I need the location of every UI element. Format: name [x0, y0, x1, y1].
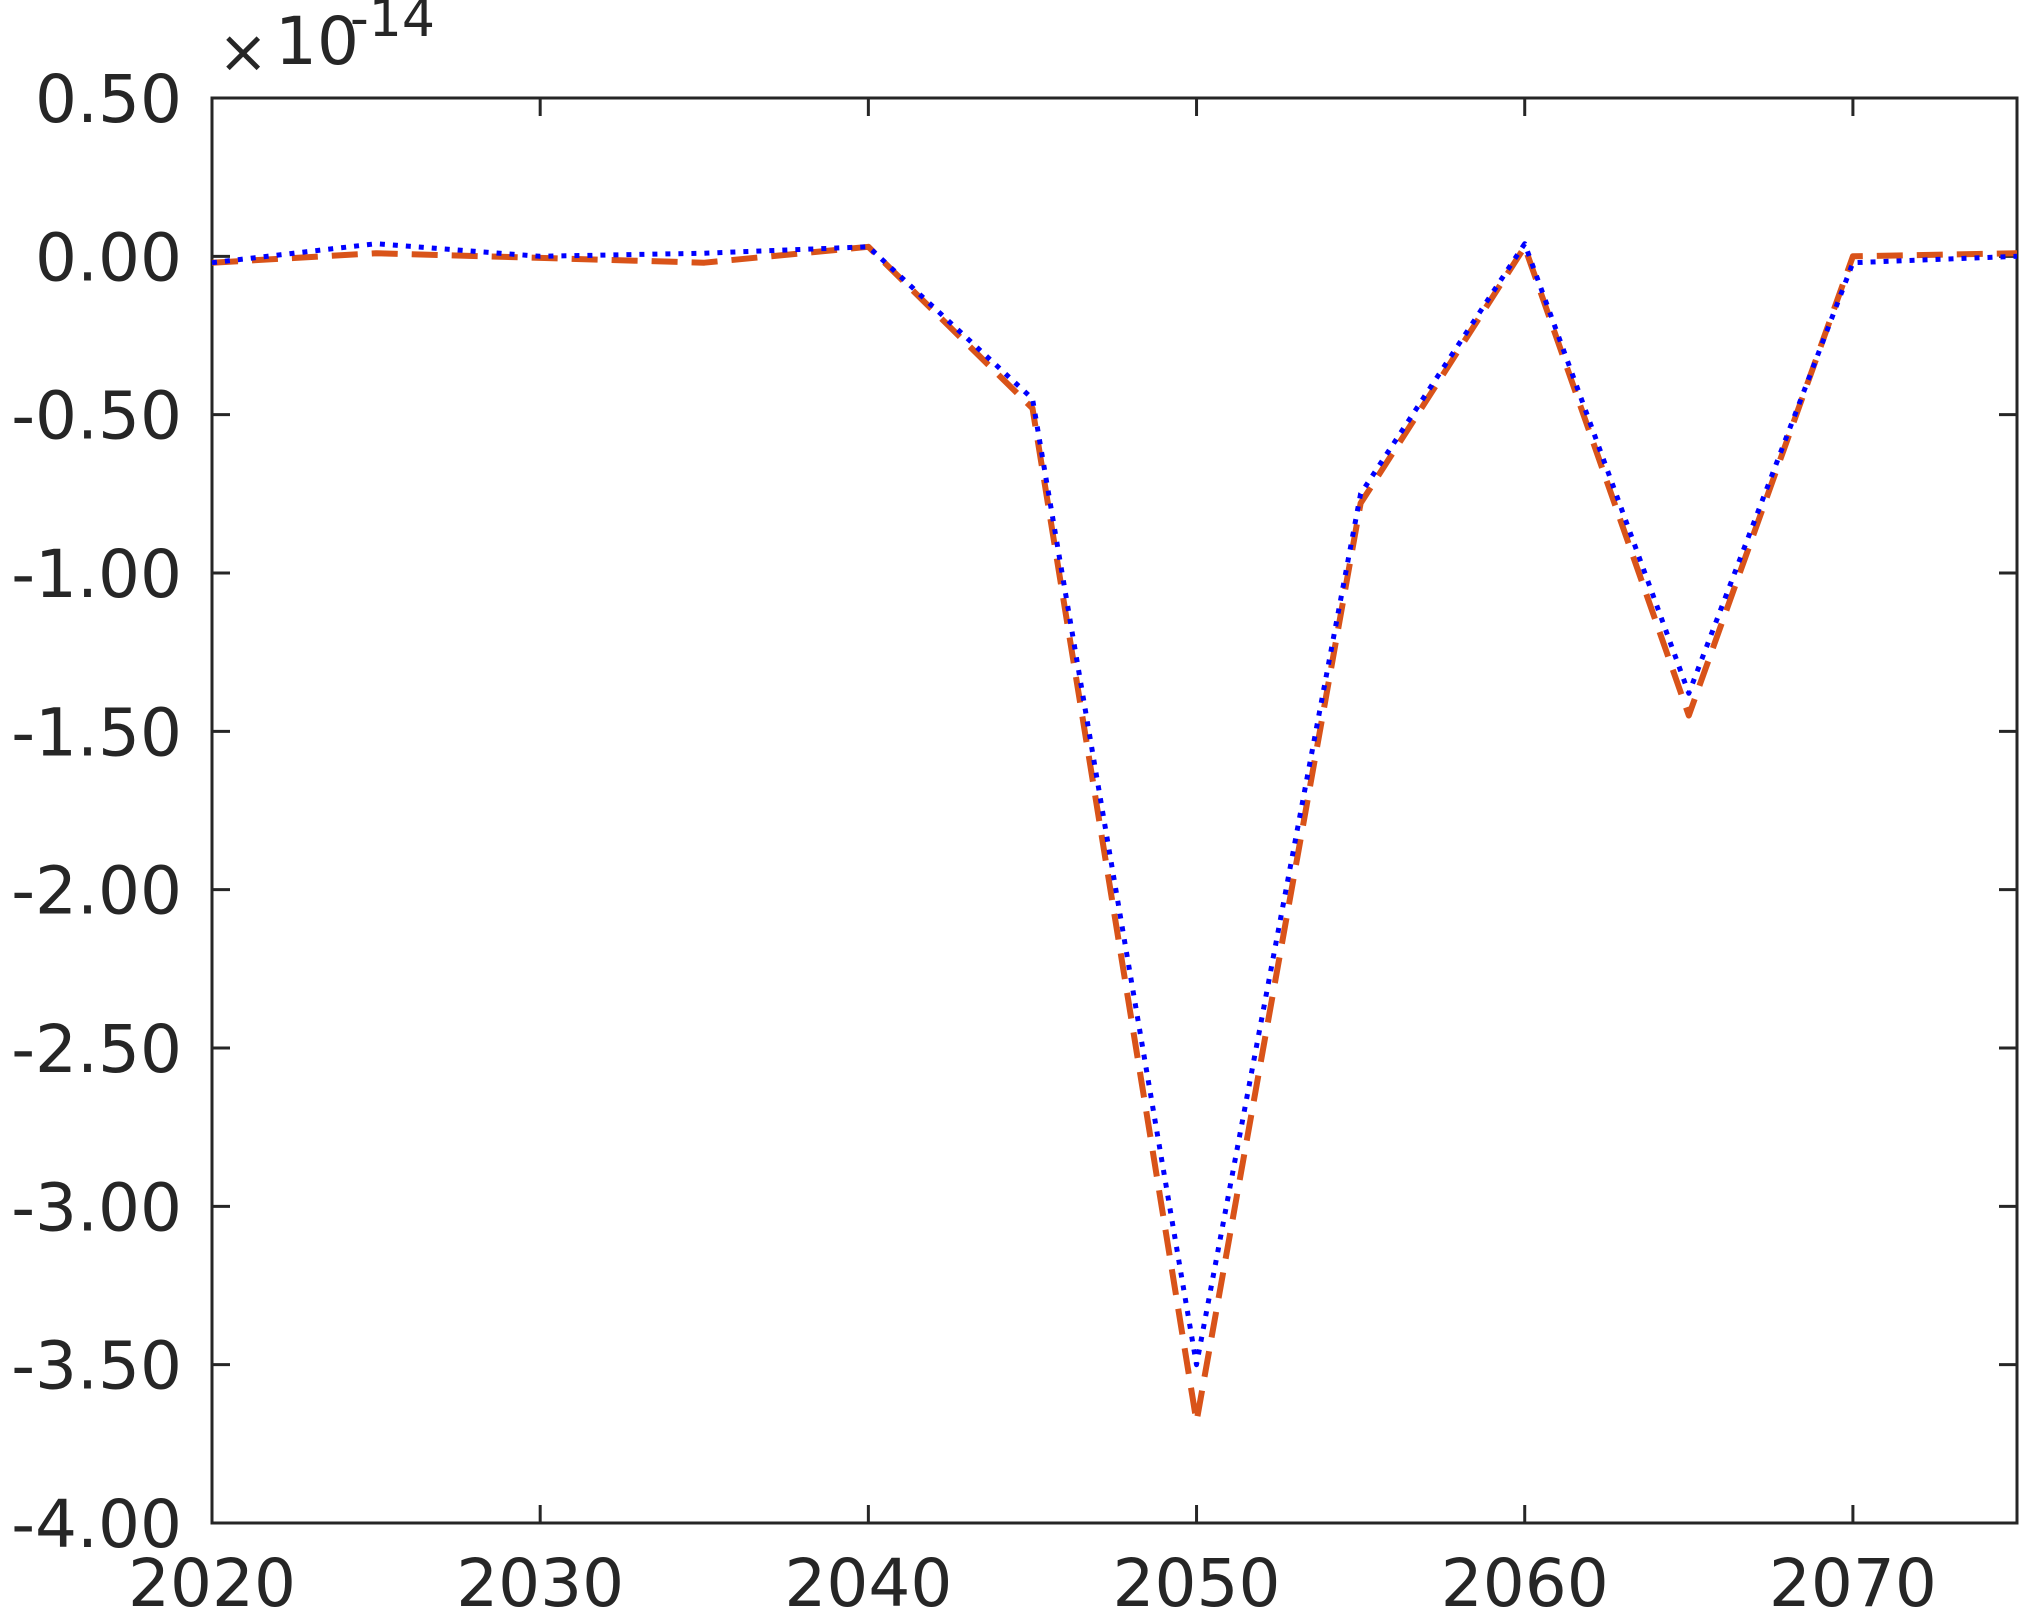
y-axis-multiplier: × 10 -14 — [218, 0, 435, 87]
multiplier-base: 10 — [275, 3, 359, 80]
axes-frame — [210, 96, 2019, 1525]
series-layer — [211, 241, 2018, 1425]
x-tick-label: 2070 — [1769, 1545, 1937, 1622]
x-tick-label: 2060 — [1441, 1545, 1609, 1622]
tick-labels: 2020 2030 2040 2050 2060 2070 0.50 0.00 -0.50 -1.… — [11, 61, 1937, 1622]
y-tick-label: -2.00 — [11, 853, 182, 930]
y-tick-label: -2.50 — [11, 1011, 182, 1088]
y-tick-label: -1.50 — [11, 694, 182, 771]
series-line-1 — [211, 243, 2018, 1425]
multiplier-times: × — [218, 17, 268, 87]
y-tick-label: 0.50 — [35, 61, 182, 138]
x-tick-label: 2040 — [784, 1545, 952, 1622]
x-tick-label: 2020 — [128, 1545, 296, 1622]
axis-ticks — [210, 96, 2017, 1525]
y-tick-label: 0.00 — [35, 219, 182, 296]
y-tick-label: -3.00 — [11, 1169, 182, 1246]
plot-frame — [210, 96, 2019, 1525]
multiplier-exponent: -14 — [350, 0, 435, 49]
y-tick-label: -0.50 — [11, 378, 182, 455]
series-line-2 — [211, 241, 2018, 1368]
y-tick-label: -3.50 — [11, 1328, 182, 1405]
y-tick-label: -1.00 — [11, 536, 182, 613]
x-tick-label: 2030 — [456, 1545, 624, 1622]
y-tick-label: -4.00 — [11, 1486, 182, 1563]
x-tick-label: 2050 — [1113, 1545, 1281, 1622]
